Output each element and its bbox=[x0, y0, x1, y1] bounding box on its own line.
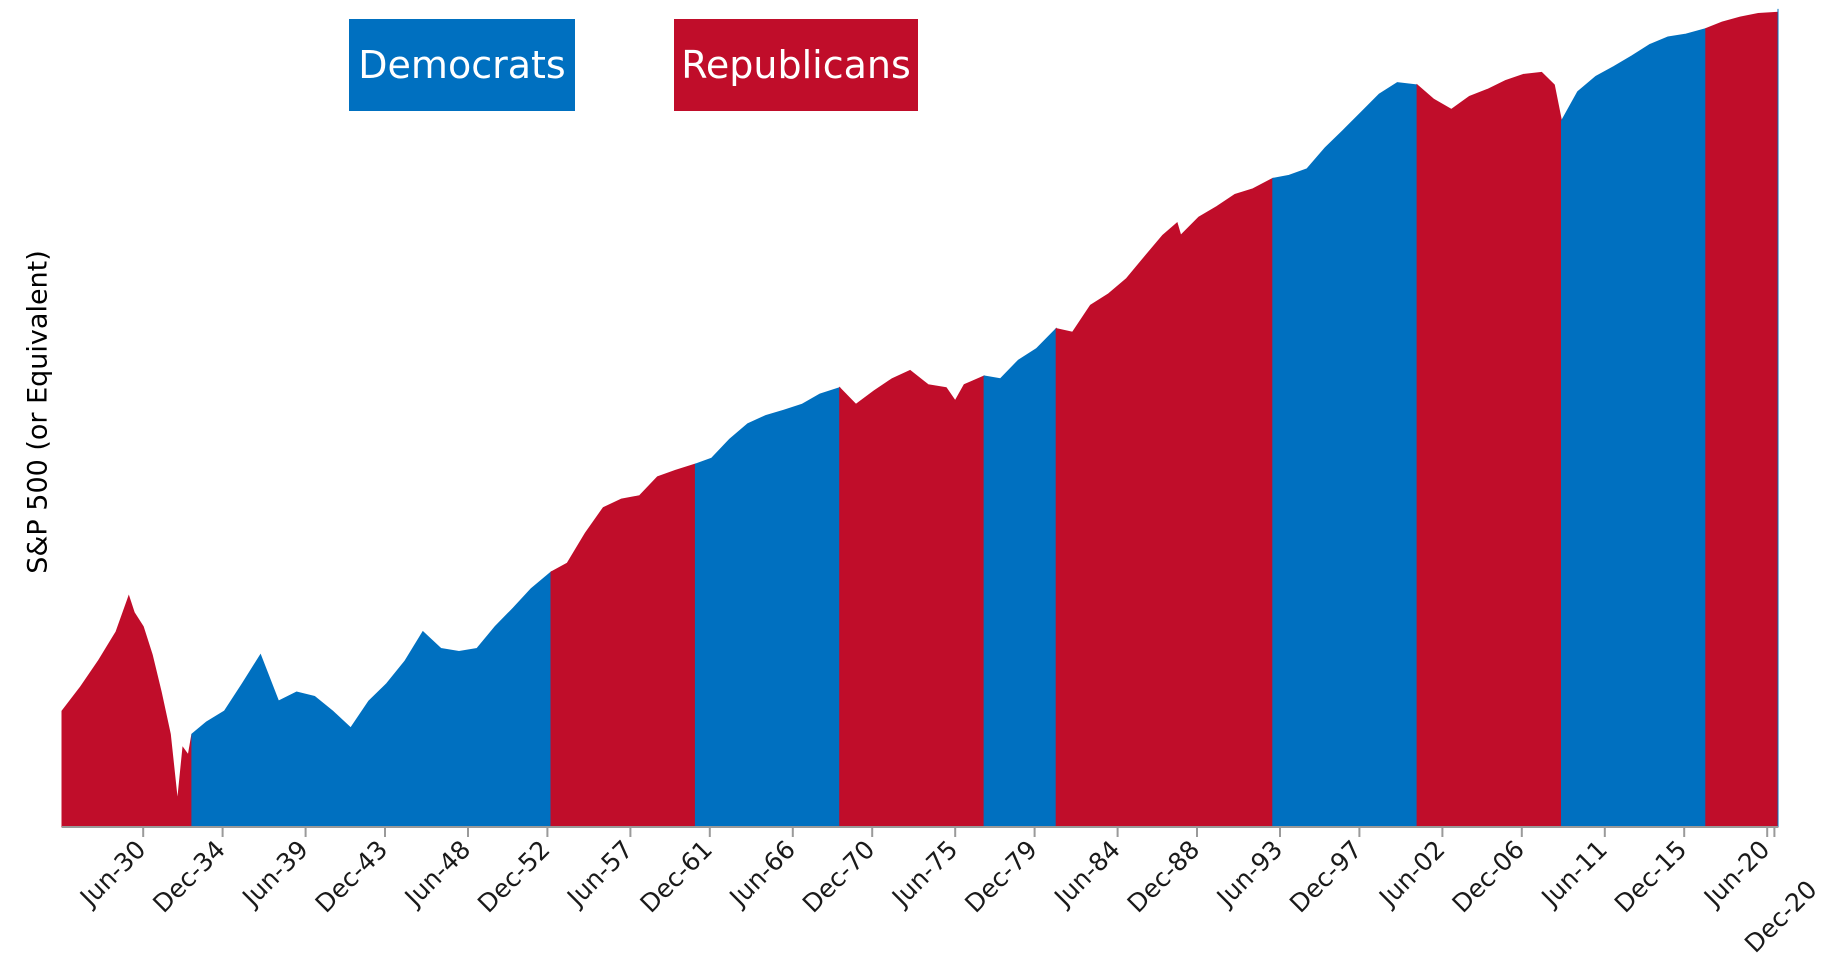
area-democrats-9 bbox=[1561, 27, 1707, 828]
area-republicans-0 bbox=[61, 594, 193, 828]
area-republicans-4 bbox=[839, 369, 985, 828]
x-tick-label-dec-20: Dec-20 bbox=[1739, 875, 1823, 959]
x-tick-label-jun-11: Jun-11 bbox=[1535, 835, 1613, 913]
area-democrats-7 bbox=[1272, 82, 1418, 828]
x-tick-label-dec-61: Dec-61 bbox=[634, 835, 718, 919]
x-tick-label-dec-97: Dec-97 bbox=[1284, 835, 1368, 919]
x-tick-label-jun-30: Jun-30 bbox=[73, 835, 151, 913]
legend-democrats-label: Democrats bbox=[358, 43, 566, 87]
x-tick-label-dec-15: Dec-15 bbox=[1609, 835, 1693, 919]
x-tick-label-jun-57: Jun-57 bbox=[560, 835, 638, 913]
x-tick-label-dec-70: Dec-70 bbox=[797, 835, 881, 919]
x-tick-label-jun-75: Jun-75 bbox=[885, 835, 963, 913]
legend-republicans-label: Republicans bbox=[681, 43, 911, 87]
x-tick-label-jun-93: Jun-93 bbox=[1210, 835, 1288, 913]
x-tick-label-dec-43: Dec-43 bbox=[310, 835, 394, 919]
x-tick-label-jun-84: Jun-84 bbox=[1047, 835, 1125, 913]
x-tick-label-jun-66: Jun-66 bbox=[723, 835, 801, 913]
area-democrats-1 bbox=[191, 571, 552, 828]
x-tick-label-jun-20: Jun-20 bbox=[1697, 835, 1775, 913]
area-republicans-6 bbox=[1055, 177, 1274, 828]
area-democrats-5 bbox=[983, 327, 1057, 828]
x-tick-label-jun-39: Jun-39 bbox=[235, 835, 313, 913]
x-tick-label-dec-06: Dec-06 bbox=[1446, 835, 1530, 919]
x-tick-label-dec-88: Dec-88 bbox=[1122, 835, 1206, 919]
area-republicans-2 bbox=[550, 463, 696, 828]
area-democrats-3 bbox=[694, 387, 841, 828]
legend-democrats: Democrats bbox=[349, 19, 575, 111]
x-tick-label-dec-52: Dec-52 bbox=[472, 835, 556, 919]
x-tick-label-jun-48: Jun-48 bbox=[398, 835, 476, 913]
x-tick-label-dec-79: Dec-79 bbox=[959, 835, 1043, 919]
x-tick-label-jun-02: Jun-02 bbox=[1372, 835, 1450, 913]
area-republicans-8 bbox=[1416, 71, 1562, 828]
area-republicans-10 bbox=[1705, 11, 1779, 828]
x-tick-label-dec-34: Dec-34 bbox=[147, 835, 231, 919]
legend-republicans: Republicans bbox=[674, 19, 918, 111]
area-series-group bbox=[61, 8, 1779, 828]
